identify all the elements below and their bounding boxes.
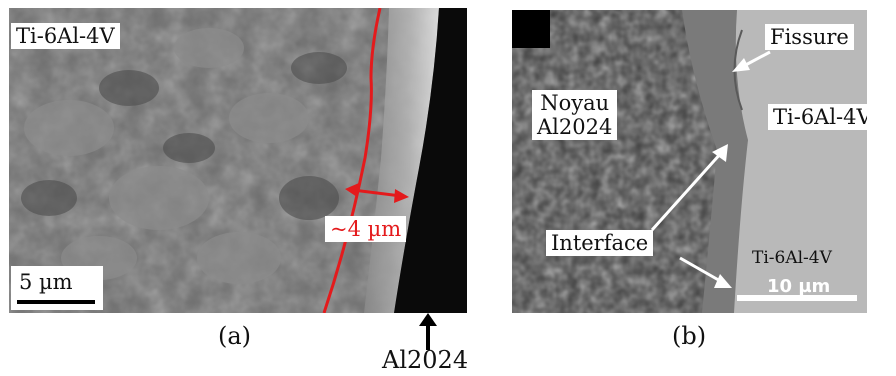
sem-image-a-graphic: [9, 8, 467, 313]
scale-bar-label-a: 5 µm: [19, 270, 73, 294]
fissure-label: Fissure: [765, 24, 854, 50]
al2024-arrow: [419, 313, 437, 350]
interface-arrow-up: [650, 150, 724, 232]
boundary-line: [322, 8, 382, 313]
caption-b: (b): [672, 322, 707, 350]
noyau-label: Noyau Al2024: [532, 90, 618, 140]
material-label-ti: Ti-6Al-4V: [11, 23, 120, 49]
thickness-arrow: [352, 188, 402, 198]
material-label-ti-bottom: Ti-6Al-4V: [752, 248, 832, 268]
noyau-label-line2: Al2024: [537, 115, 613, 139]
scale-bar-label-b: 10 µm: [767, 276, 831, 297]
al2024-label: Al2024: [382, 346, 469, 374]
sem-image-b-graphic: [512, 10, 867, 313]
thickness-label: ~4 µm: [325, 216, 407, 242]
caption-a: (a): [218, 322, 252, 350]
sem-image-a: Ti-6Al-4V 5 µm ~4 µm: [9, 8, 467, 313]
sem-image-b: Fissure Noyau Al2024 Ti-6Al-4V Interface…: [512, 10, 867, 313]
interface-label: Interface: [546, 230, 654, 256]
noyau-label-line1: Noyau: [540, 91, 610, 115]
interface-arrow-down: [679, 256, 723, 284]
material-label-ti-b: Ti-6Al-4V: [768, 104, 867, 130]
